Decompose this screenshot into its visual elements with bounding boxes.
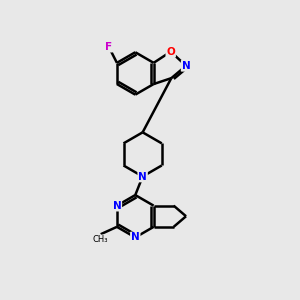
Text: N: N [131,232,140,242]
Text: N: N [138,172,147,182]
Text: N: N [112,201,121,211]
Text: F: F [105,42,112,52]
Text: CH₃: CH₃ [93,235,109,244]
Text: O: O [166,47,175,57]
Text: N: N [182,61,190,71]
